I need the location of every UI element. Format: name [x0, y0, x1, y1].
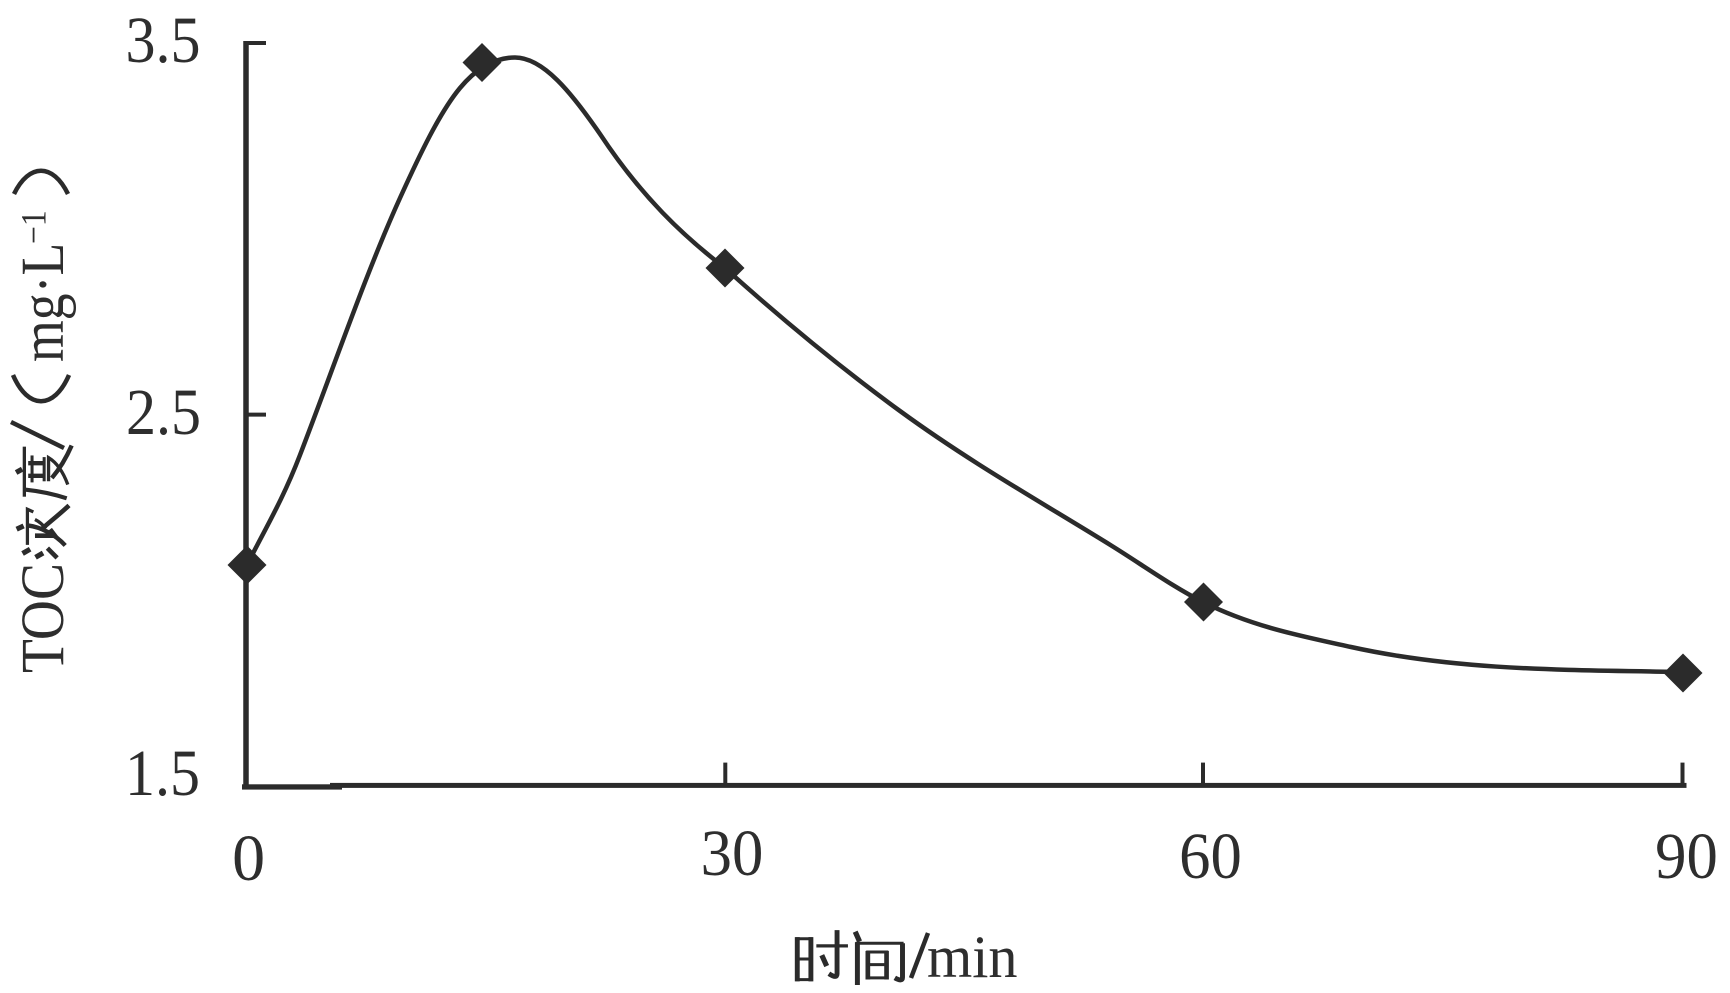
- svg-text:90: 90: [1655, 820, 1718, 893]
- svg-text:TOC: TOC: [9, 563, 77, 673]
- svg-text:mg·L: mg·L: [10, 243, 77, 362]
- svg-text:min: min: [927, 923, 1018, 990]
- svg-text:1.5: 1.5: [125, 736, 200, 809]
- svg-text:2.5: 2.5: [126, 375, 201, 448]
- svg-text:0: 0: [232, 822, 265, 895]
- svg-text:3.5: 3.5: [125, 3, 200, 76]
- svg-text:30: 30: [701, 817, 764, 890]
- svg-text:−1: −1: [15, 210, 54, 244]
- svg-text:60: 60: [1179, 820, 1242, 893]
